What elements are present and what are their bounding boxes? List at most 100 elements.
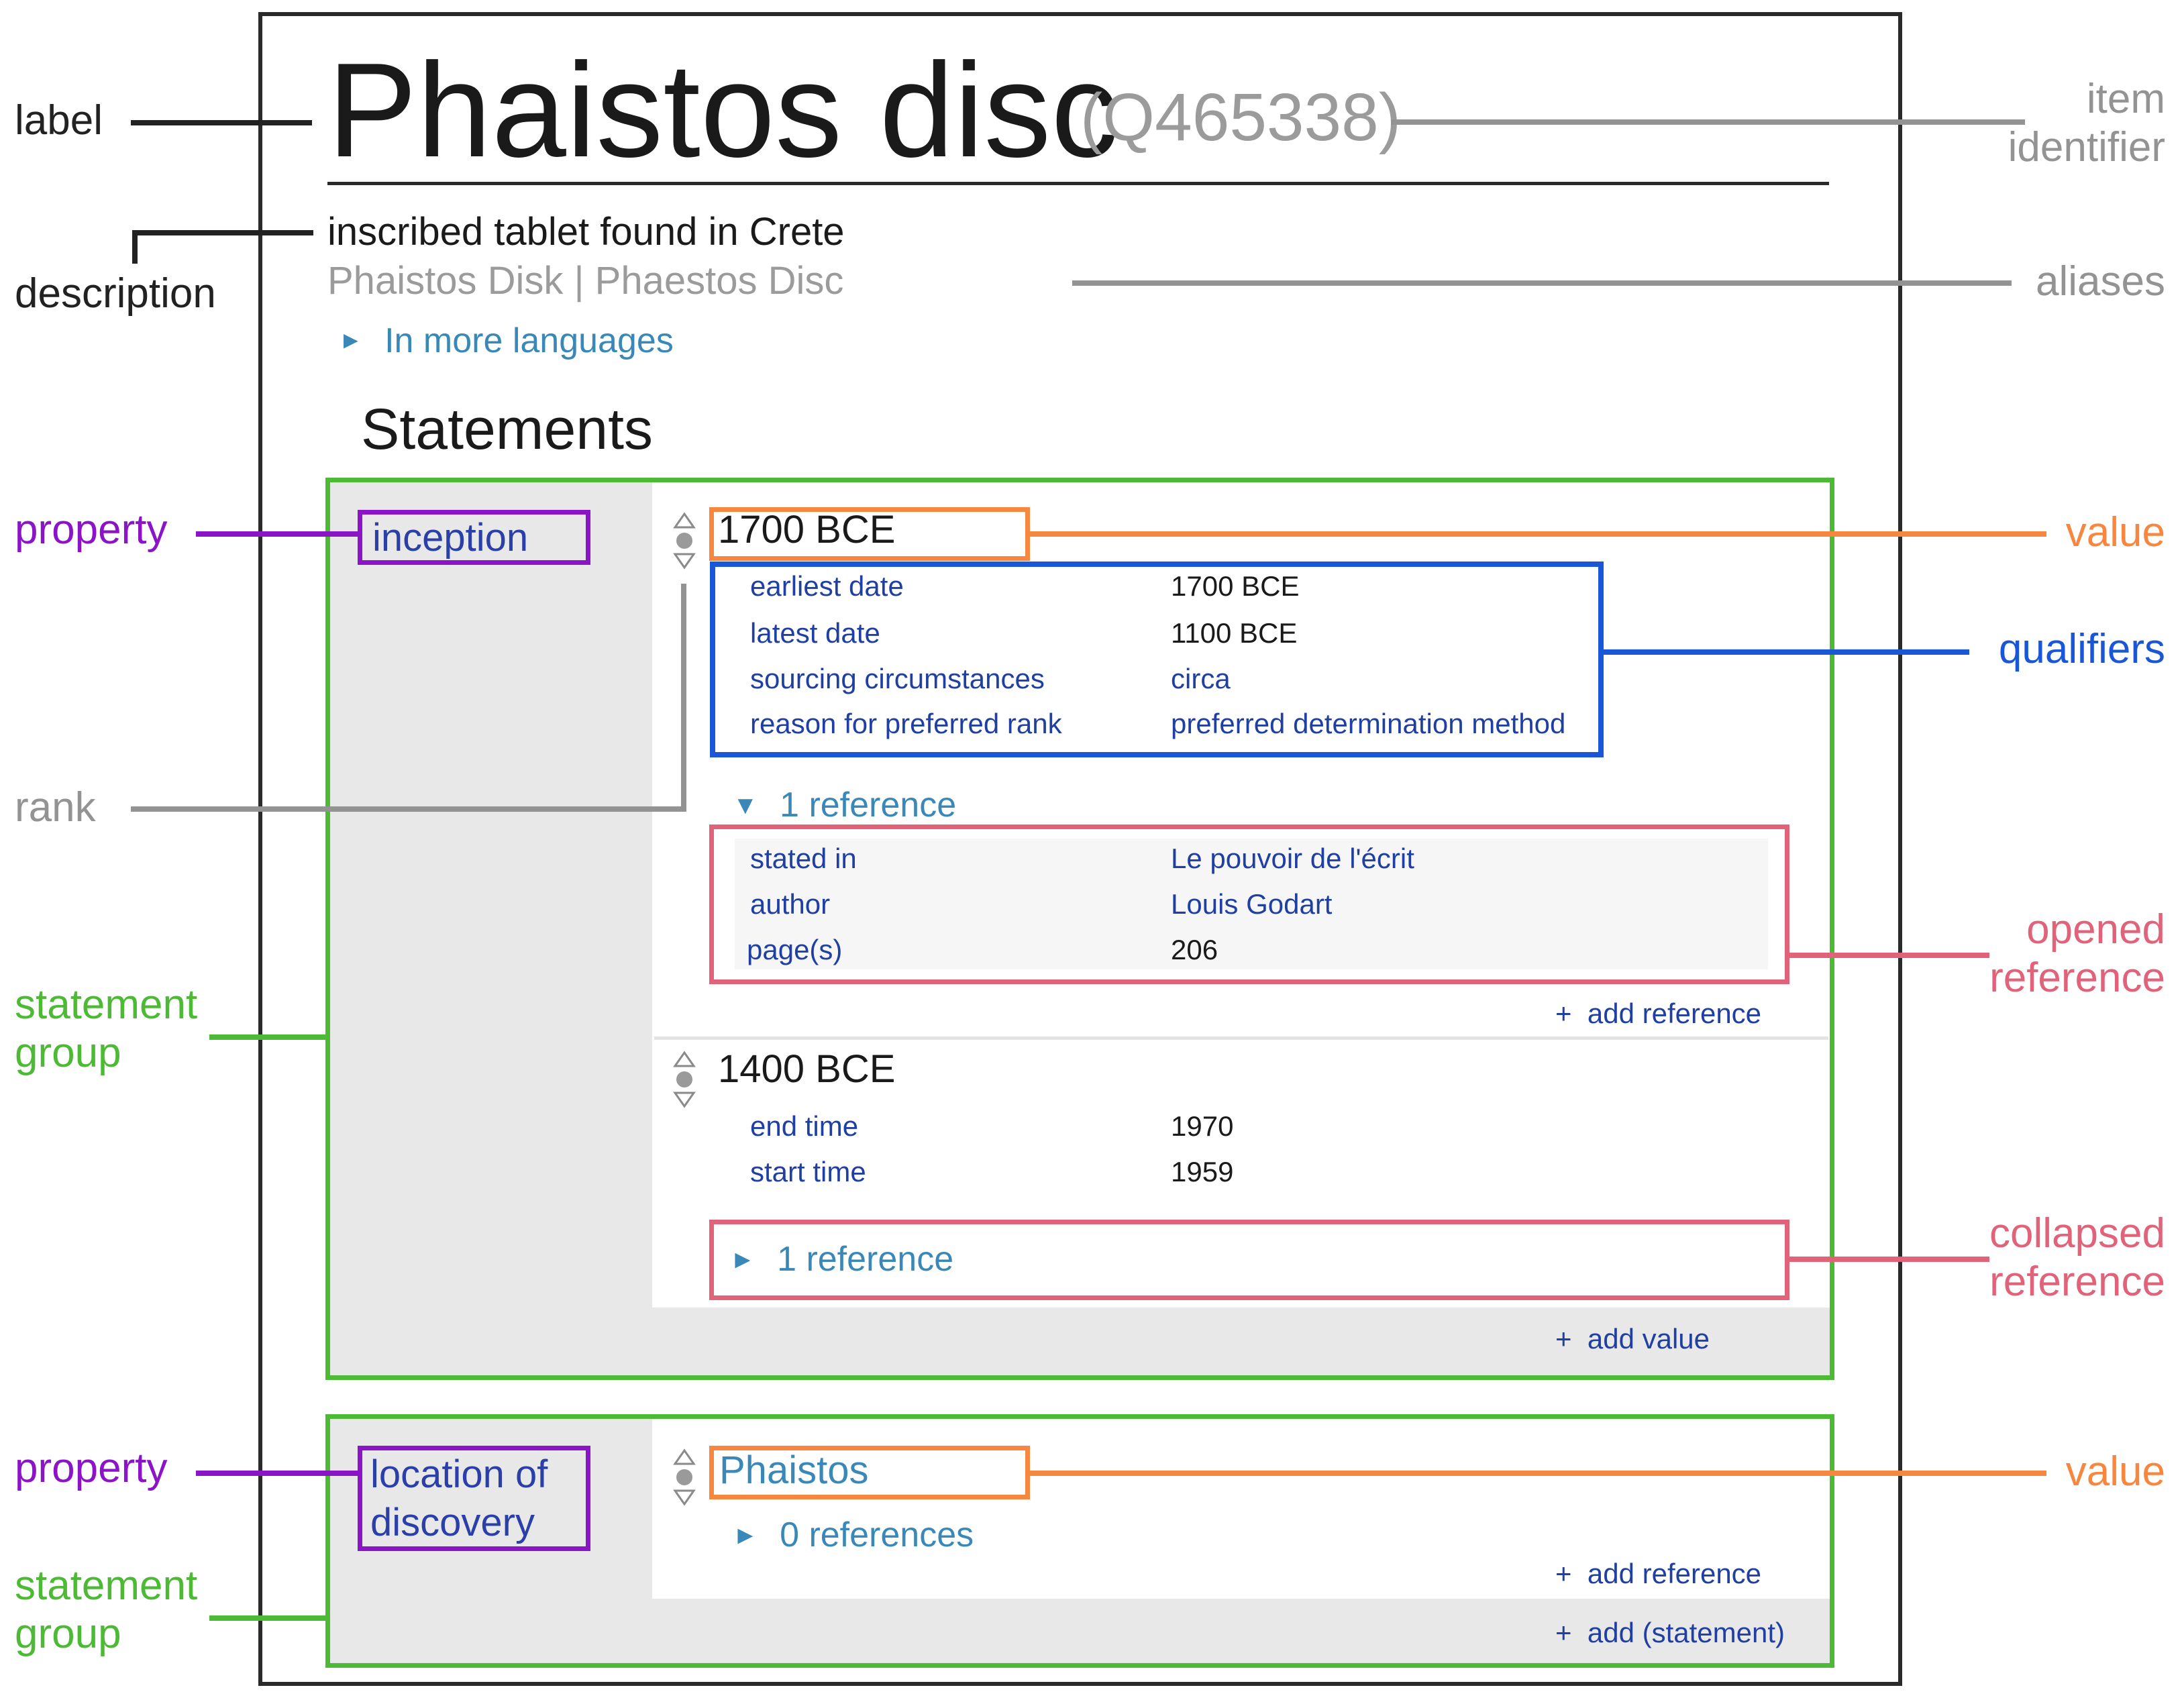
annotation-property-2: property xyxy=(15,1445,168,1491)
statement-separator xyxy=(654,1036,1828,1040)
annotation-statement-group-2-line2: group xyxy=(15,1611,121,1657)
qualifier-key[interactable]: end time xyxy=(750,1110,859,1142)
property-highlight-2 xyxy=(358,1446,590,1551)
statement-value-1700[interactable]: 1700 BCE xyxy=(718,508,896,551)
add-value-button[interactable]: + add value xyxy=(1555,1323,1710,1354)
statements-heading: Statements xyxy=(361,397,653,462)
annotation-item-identifier: item identifier xyxy=(2008,75,2165,172)
annotation-statement-group-2: statement group xyxy=(15,1562,197,1658)
annotation-opened-reference: opened reference xyxy=(1989,906,2165,1002)
item-description: inscribed tablet found in Crete xyxy=(327,210,845,254)
item-aliases: Phaistos Disk | Phaestos Disc xyxy=(327,259,844,303)
connector-identifier xyxy=(1391,119,2025,125)
property-highlight-1 xyxy=(358,510,590,565)
reference-key[interactable]: stated in xyxy=(750,843,857,874)
qualifier-key[interactable]: earliest date xyxy=(750,570,904,602)
connector-property-1 xyxy=(196,531,359,537)
expand-arrow-icon: ► xyxy=(339,326,363,354)
qualifier-value: 1100 BCE xyxy=(1171,617,1298,649)
rank-selector-icon[interactable] xyxy=(671,511,698,572)
reference-toggle-opened[interactable]: ▼ 1 reference xyxy=(733,784,956,830)
connector-value-2 xyxy=(1030,1471,2046,1476)
connector-rank-v xyxy=(681,584,686,812)
statement-value-phaistos[interactable]: Phaistos xyxy=(719,1448,869,1492)
property-label-line2: discovery xyxy=(370,1501,535,1544)
qualifier-value: 1959 xyxy=(1171,1156,1234,1187)
qualifier-key[interactable]: sourcing circumstances xyxy=(750,663,1045,694)
expand-arrow-icon: ► xyxy=(730,1246,756,1274)
statement-value-1400[interactable]: 1400 BCE xyxy=(718,1047,896,1091)
reference-toggle-label: 1 reference xyxy=(780,786,957,825)
qualifier-key[interactable]: latest date xyxy=(750,617,880,649)
annotation-qualifiers: qualifiers xyxy=(1998,626,2165,672)
add-reference-button[interactable]: + add reference xyxy=(1555,1558,1762,1589)
reference-key[interactable]: author xyxy=(750,888,831,920)
connector-statement-group-1 xyxy=(209,1034,330,1040)
qualifiers-highlight xyxy=(710,562,1604,757)
connector-statement-group-2 xyxy=(209,1615,330,1621)
annotation-rank: rank xyxy=(15,784,96,831)
connector-label xyxy=(131,120,312,125)
connector-property-2 xyxy=(196,1471,359,1476)
item-identifier: (Q465338) xyxy=(1080,80,1402,155)
reference-key[interactable]: page(s) xyxy=(747,934,843,965)
property-location-of-discovery[interactable]: location of discovery xyxy=(370,1450,548,1547)
qualifier-key[interactable]: reason for preferred rank xyxy=(750,708,1062,739)
connector-rank-h xyxy=(131,806,686,812)
rank-selector-icon[interactable] xyxy=(671,1050,698,1110)
opened-reference-highlight xyxy=(709,825,1789,984)
reference-toggle-zero[interactable]: ► 0 references xyxy=(733,1513,974,1560)
add-reference-button[interactable]: + add reference xyxy=(1555,998,1762,1029)
in-more-languages-toggle[interactable]: ► In more languages xyxy=(339,319,674,366)
annotation-statement-group-2-line1: statement xyxy=(15,1562,198,1609)
connector-value-1 xyxy=(1030,531,2046,537)
annotation-value-1: value xyxy=(2065,509,2165,555)
rank-selector-icon[interactable] xyxy=(671,1448,698,1508)
annotation-label: label xyxy=(15,97,103,144)
connector-qualifiers xyxy=(1604,649,1969,655)
annotation-item-identifier-line1: item xyxy=(2086,76,2165,122)
connector-collapsed-reference xyxy=(1789,1257,1989,1262)
qualifier-value[interactable]: circa xyxy=(1171,663,1231,694)
qualifier-value: 1970 xyxy=(1171,1110,1234,1142)
annotation-property-1: property xyxy=(15,507,168,553)
value-highlight-2 xyxy=(709,1446,1030,1499)
annotation-statement-group-1: statement group xyxy=(15,981,197,1077)
annotation-collapsed-reference-line2: reference xyxy=(1989,1259,2165,1305)
expand-arrow-icon: ► xyxy=(733,1522,758,1550)
reference-toggle-collapsed[interactable]: ► 1 reference xyxy=(730,1238,953,1284)
annotation-value-2: value xyxy=(2065,1448,2165,1495)
annotation-collapsed-reference-line1: collapsed xyxy=(1989,1210,2165,1257)
qualifier-value[interactable]: preferred determination method xyxy=(1171,708,1566,739)
property-label-line1: location of xyxy=(370,1452,548,1496)
annotation-description: description xyxy=(15,270,216,317)
item-page-frame xyxy=(258,12,1902,1686)
annotation-item-identifier-line2: identifier xyxy=(2008,124,2165,170)
in-more-languages-label: In more languages xyxy=(384,321,674,360)
connector-aliases xyxy=(1072,280,2012,286)
reference-value[interactable]: Louis Godart xyxy=(1171,888,1333,920)
value-highlight-1 xyxy=(709,507,1030,561)
connector-description-v xyxy=(132,230,138,264)
header-underline xyxy=(327,182,1829,185)
collapsed-reference-highlight xyxy=(709,1220,1789,1300)
connector-description-h xyxy=(132,230,313,235)
item-label: Phaistos disc xyxy=(327,36,1119,185)
annotation-statement-group-1-line2: group xyxy=(15,1030,121,1076)
annotation-statement-group-1-line1: statement xyxy=(15,981,198,1028)
add-statement-button[interactable]: + add (statement) xyxy=(1555,1617,1785,1648)
reference-value[interactable]: Le pouvoir de l'écrit xyxy=(1171,843,1414,874)
annotation-aliases: aliases xyxy=(2036,258,2165,305)
reference-block xyxy=(735,839,1768,969)
annotation-opened-reference-line1: opened xyxy=(2026,906,2165,953)
reference-toggle-label: 1 reference xyxy=(777,1240,954,1279)
reference-toggle-label: 0 references xyxy=(780,1515,974,1554)
annotation-collapsed-reference: collapsed reference xyxy=(1989,1210,2165,1306)
qualifier-key[interactable]: start time xyxy=(750,1156,866,1187)
reference-value: 206 xyxy=(1171,934,1218,965)
connector-opened-reference xyxy=(1789,953,1989,958)
collapse-arrow-icon: ▼ xyxy=(733,792,758,820)
annotation-opened-reference-line2: reference xyxy=(1989,955,2165,1001)
qualifier-value: 1700 BCE xyxy=(1171,570,1300,602)
property-inception[interactable]: inception xyxy=(372,516,529,560)
